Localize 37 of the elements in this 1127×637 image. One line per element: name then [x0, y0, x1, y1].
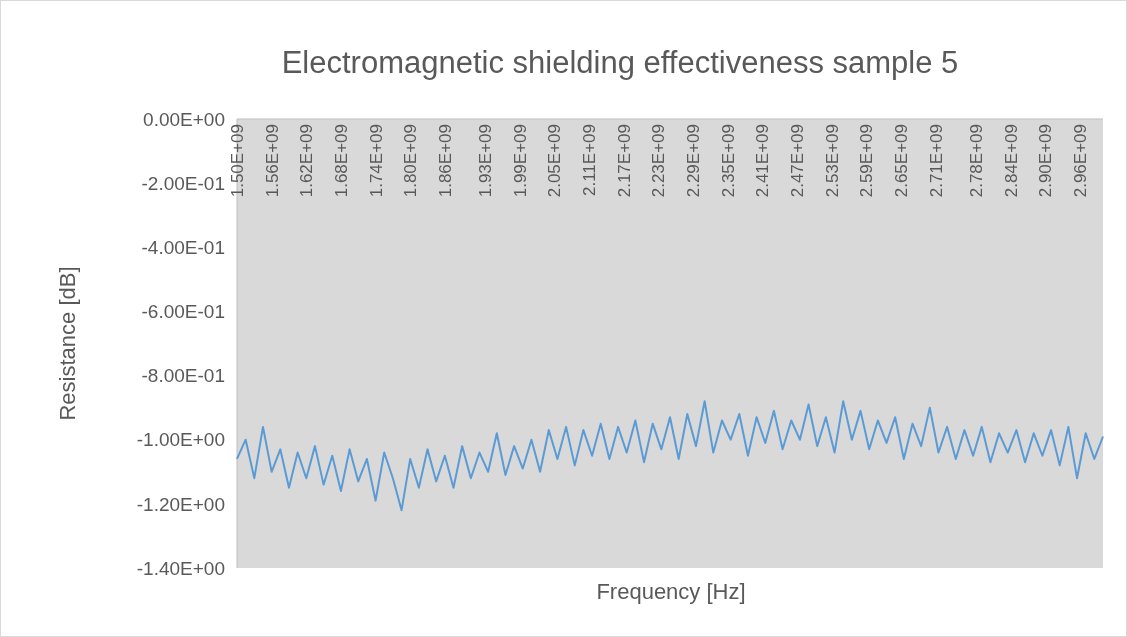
y-tick-label: -6.00E-01	[141, 301, 225, 323]
x-tick-label: 2.35E+09	[718, 124, 738, 198]
x-tick-label: 2.41E+09	[753, 124, 773, 198]
x-tick-label: 2.53E+09	[822, 124, 842, 198]
y-tick-label: -1.00E+00	[136, 429, 225, 451]
x-tick-label: 1.74E+09	[366, 124, 386, 198]
y-axis-title: Resistance [dB]	[55, 266, 80, 421]
x-tick-label: 1.86E+09	[435, 124, 455, 198]
x-tick-label: 2.11E+09	[580, 124, 600, 197]
x-tick-label: 2.05E+09	[545, 124, 565, 198]
y-tick-label: -2.00E-01	[141, 172, 225, 194]
x-tick-label: 2.17E+09	[614, 124, 634, 198]
x-tick-label: 2.47E+09	[787, 124, 807, 198]
x-tick-label: 2.59E+09	[857, 124, 877, 198]
chart-title: Electromagnetic shielding effectiveness sample 5	[281, 45, 959, 80]
x-tick-label: 2.96E+09	[1070, 124, 1090, 198]
x-tick-label: 2.78E+09	[966, 124, 986, 198]
x-tick-label: 1.68E+09	[331, 124, 351, 198]
x-tick-label: 2.84E+09	[1001, 124, 1021, 198]
x-tick-label: 1.93E+09	[476, 124, 496, 198]
x-tick-label: 1.50E+09	[227, 124, 247, 198]
x-tick-label: 2.90E+09	[1036, 124, 1056, 198]
x-tick-label: 2.65E+09	[891, 124, 911, 198]
y-tick-label: -4.00E-01	[141, 236, 225, 258]
y-tick-label: -1.20E+00	[136, 493, 225, 515]
y-tick-label: 0.00E+00	[143, 108, 225, 130]
y-tick-label: -8.00E-01	[141, 365, 225, 387]
x-tick-label: 2.29E+09	[684, 124, 704, 198]
x-tick-label: 1.56E+09	[262, 124, 282, 198]
line-series	[236, 400, 1104, 512]
y-tick-label: -1.40E+00	[136, 557, 225, 579]
x-axis-title: Frequency [Hz]	[596, 579, 746, 604]
x-tick-label: 1.62E+09	[297, 124, 317, 198]
x-tick-label: 1.80E+09	[401, 124, 421, 198]
x-tick-label: 1.99E+09	[510, 124, 530, 198]
x-tick-label: 2.23E+09	[649, 124, 669, 198]
x-tick-label: 2.71E+09	[926, 124, 946, 198]
